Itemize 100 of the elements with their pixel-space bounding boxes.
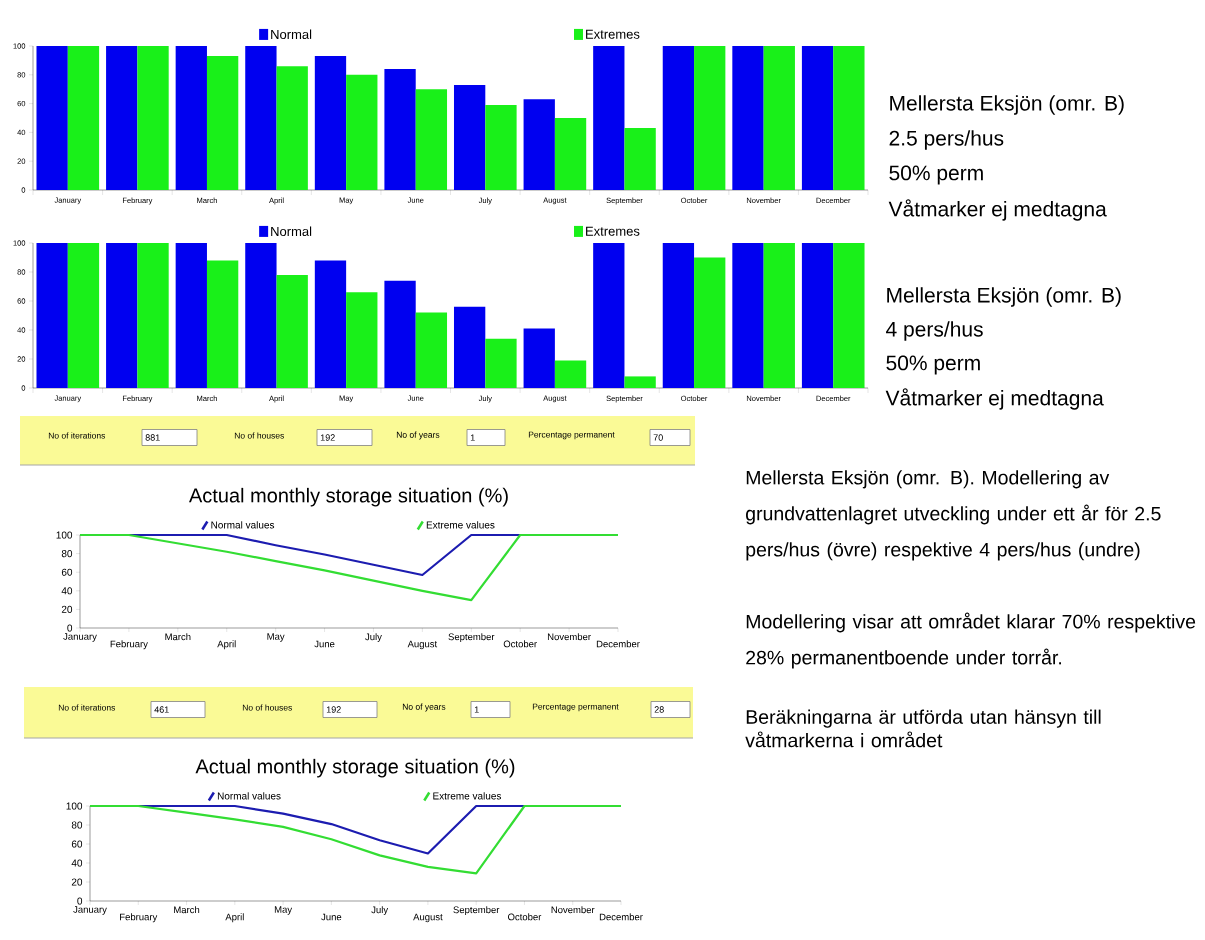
legend-label: Normal values <box>211 521 275 529</box>
bar <box>554 360 587 389</box>
bar <box>523 99 555 190</box>
text: No of iterations <box>48 432 106 439</box>
bar <box>206 260 239 389</box>
y-tick-label: 60 <box>61 568 73 576</box>
x-tick-label: March <box>165 633 191 641</box>
y-tick-label: 20 <box>71 878 83 886</box>
bar <box>763 243 795 389</box>
legend-label: Normal <box>271 29 312 40</box>
text: Mellersta Eksjön (omr. B) <box>890 95 1124 115</box>
bar <box>346 292 378 389</box>
text: No of iterations <box>58 704 116 711</box>
x-tick-label: February <box>110 640 148 650</box>
text: Modellering visar att området klarar 70% respektive 28% permanentboende under torrår. <box>746 612 1196 669</box>
text: No of years <box>402 703 446 712</box>
text: 4 pers/hus <box>886 321 983 341</box>
bar <box>485 338 517 389</box>
x-tick-label: October <box>503 640 537 648</box>
bar <box>245 243 277 389</box>
x-tick-label: April <box>225 913 244 923</box>
bar <box>833 243 865 389</box>
bar <box>276 66 308 190</box>
bar <box>384 280 416 389</box>
bar <box>801 243 834 389</box>
bar <box>763 46 795 190</box>
bar <box>36 46 68 190</box>
x-tick-label: June <box>314 640 335 648</box>
bar <box>593 243 625 389</box>
text: Våtmarker ej medtagna <box>888 199 1107 221</box>
bar <box>206 56 239 190</box>
text: Percentage permanent <box>528 431 615 440</box>
y-tick-label: 0 <box>67 624 73 632</box>
x-tick-label: May <box>274 906 293 915</box>
bar <box>314 56 347 190</box>
bar <box>624 128 656 190</box>
text: 1 <box>470 434 475 441</box>
bar <box>245 46 277 190</box>
bar <box>732 46 764 190</box>
text: Mellersta Eksjön (omr. B) <box>887 287 1121 307</box>
text: No of years <box>396 431 440 440</box>
chart-title: Actual monthly storage situation (%) <box>188 487 508 507</box>
x-tick-label: October <box>508 913 542 921</box>
x-tick-label: January <box>63 633 97 642</box>
x-tick-label: September <box>448 633 495 643</box>
legend-label: Extreme values <box>426 521 495 529</box>
text: 50% perm <box>889 165 983 185</box>
bar <box>276 274 308 389</box>
y-tick-label: 100 <box>66 802 83 810</box>
y-tick-label: 40 <box>71 859 83 867</box>
text: Percentage permanent <box>532 703 619 712</box>
x-tick-label: April <box>217 640 236 650</box>
text: 2.5 pers/hus <box>889 130 1004 150</box>
bar <box>137 46 169 190</box>
legend-label: Extreme values <box>433 792 502 800</box>
legend-label: Extremes <box>586 29 640 39</box>
x-tick-label: August <box>413 913 443 923</box>
bar <box>175 46 207 190</box>
x-tick-label: September <box>453 906 500 916</box>
bar <box>384 69 416 190</box>
bar <box>593 46 625 190</box>
x-tick-label: February <box>120 913 158 923</box>
x-tick-label: July <box>365 633 382 643</box>
text: 1 <box>474 706 479 713</box>
bar <box>453 306 486 389</box>
bar <box>624 376 656 389</box>
text: 192 <box>320 434 335 441</box>
bar <box>415 89 448 190</box>
x-tick-label: July <box>371 906 389 916</box>
bar <box>732 243 764 389</box>
bar <box>694 46 726 190</box>
x-tick-label: December <box>599 913 643 921</box>
text: 50% perm <box>886 355 980 375</box>
text: No of houses <box>242 704 292 711</box>
x-tick-label: November <box>547 633 591 641</box>
x-tick-label: June <box>321 913 342 921</box>
bar <box>346 74 378 190</box>
bar <box>137 243 169 389</box>
bar <box>36 243 68 389</box>
bar <box>801 46 834 190</box>
y-tick-label: 60 <box>71 840 83 848</box>
bar <box>662 46 695 190</box>
bar <box>106 46 138 190</box>
x-tick-label: May <box>267 633 285 642</box>
text: Mellersta Eksjön (omr. B). Modellering av grundvattenlagret utveckling under ett år för 2.5 pers/hus (övre) respektive 4 pers/hus (undre) <box>746 470 1161 561</box>
y-tick-label: 80 <box>71 821 83 829</box>
bar <box>106 243 138 389</box>
text: Beräkningarna är utförda utan hänsyn till våtmarkerna i området <box>745 709 1101 748</box>
y-tick-label: 20 <box>61 605 73 613</box>
bar <box>554 118 587 190</box>
x-tick-label: November <box>551 906 595 914</box>
text: 192 <box>326 706 341 713</box>
y-tick-label: 40 <box>61 587 73 595</box>
x-tick-label: August <box>407 640 438 650</box>
text: Våtmarker ej medtagna <box>885 388 1104 410</box>
bar <box>694 257 726 389</box>
legend-label: Normal values <box>217 792 281 800</box>
text: 881 <box>145 434 160 441</box>
text: 70 <box>653 434 663 441</box>
bar <box>415 312 448 389</box>
